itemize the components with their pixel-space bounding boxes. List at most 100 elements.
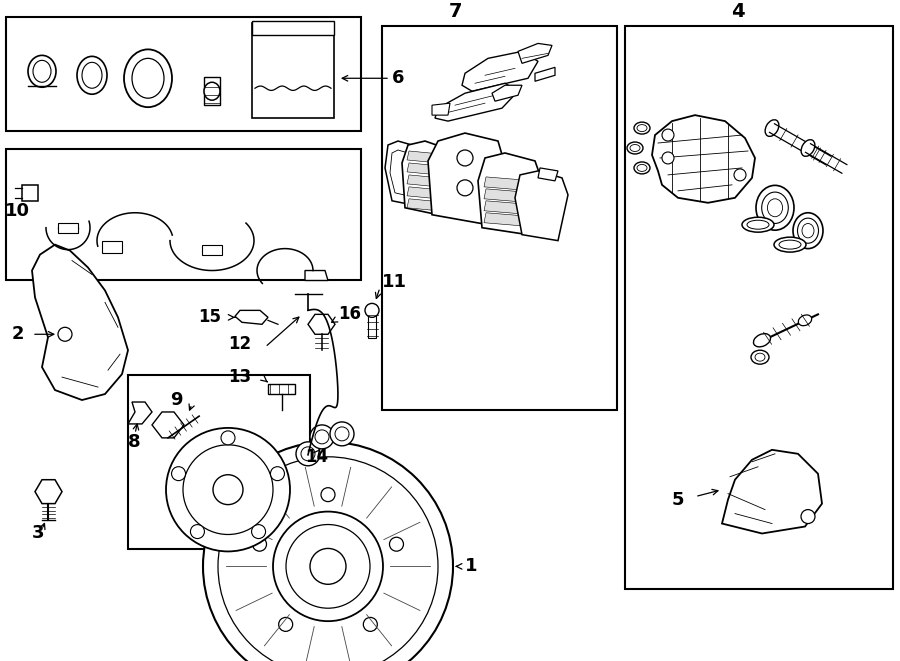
Polygon shape — [128, 402, 152, 424]
Circle shape — [330, 422, 354, 446]
Text: 12: 12 — [228, 335, 251, 353]
Polygon shape — [518, 44, 552, 63]
Ellipse shape — [124, 50, 172, 107]
Ellipse shape — [747, 220, 769, 229]
Circle shape — [310, 549, 346, 584]
Circle shape — [457, 180, 473, 196]
Ellipse shape — [634, 122, 650, 134]
Circle shape — [166, 428, 290, 551]
Polygon shape — [407, 199, 440, 211]
Ellipse shape — [28, 56, 56, 87]
Polygon shape — [407, 163, 440, 175]
Polygon shape — [390, 150, 413, 196]
Text: 10: 10 — [5, 202, 30, 219]
Ellipse shape — [742, 217, 774, 232]
Circle shape — [335, 427, 349, 441]
Bar — [252, 22, 334, 36]
Circle shape — [801, 510, 815, 524]
Polygon shape — [484, 189, 522, 202]
Ellipse shape — [768, 199, 783, 217]
Circle shape — [286, 525, 370, 608]
Ellipse shape — [630, 145, 640, 151]
Circle shape — [364, 617, 377, 631]
Circle shape — [734, 169, 746, 181]
Polygon shape — [492, 85, 522, 101]
Ellipse shape — [33, 60, 51, 82]
Text: 7: 7 — [448, 2, 462, 21]
Text: 6: 6 — [392, 69, 404, 87]
Ellipse shape — [627, 142, 643, 154]
Bar — [368, 309, 376, 338]
Ellipse shape — [82, 62, 102, 88]
Polygon shape — [385, 141, 418, 205]
Polygon shape — [308, 315, 335, 334]
Polygon shape — [428, 133, 505, 225]
Text: 13: 13 — [228, 368, 251, 386]
Circle shape — [301, 447, 315, 461]
Circle shape — [252, 525, 266, 539]
Polygon shape — [484, 213, 522, 225]
Polygon shape — [407, 187, 440, 199]
Polygon shape — [305, 270, 328, 280]
Text: 15: 15 — [198, 308, 221, 327]
Bar — [6, 149, 361, 280]
Circle shape — [296, 442, 320, 466]
Polygon shape — [484, 177, 522, 190]
Ellipse shape — [779, 240, 801, 249]
Circle shape — [172, 467, 185, 481]
Circle shape — [213, 475, 243, 504]
Ellipse shape — [753, 334, 770, 347]
Ellipse shape — [634, 162, 650, 174]
Ellipse shape — [751, 350, 769, 364]
Circle shape — [203, 442, 453, 661]
Polygon shape — [402, 141, 450, 215]
Text: 8: 8 — [128, 433, 140, 451]
Ellipse shape — [755, 353, 765, 361]
Ellipse shape — [77, 56, 107, 95]
Circle shape — [315, 430, 329, 444]
Ellipse shape — [132, 58, 164, 98]
Circle shape — [390, 537, 403, 551]
Bar — [204, 77, 220, 105]
Ellipse shape — [761, 192, 788, 223]
Circle shape — [221, 431, 235, 445]
Polygon shape — [722, 450, 822, 533]
Polygon shape — [484, 201, 522, 214]
Ellipse shape — [756, 185, 794, 230]
Text: 16: 16 — [338, 305, 361, 323]
Polygon shape — [435, 83, 518, 121]
Circle shape — [218, 457, 438, 661]
Polygon shape — [538, 168, 558, 181]
Ellipse shape — [637, 124, 647, 132]
Text: 9: 9 — [170, 391, 183, 409]
Circle shape — [183, 445, 273, 535]
Circle shape — [279, 617, 292, 631]
Circle shape — [457, 150, 473, 166]
Polygon shape — [152, 412, 184, 438]
Circle shape — [321, 488, 335, 502]
Ellipse shape — [797, 218, 818, 243]
Circle shape — [310, 425, 334, 449]
Polygon shape — [432, 103, 450, 115]
Circle shape — [271, 467, 284, 481]
Circle shape — [253, 537, 266, 551]
Polygon shape — [58, 223, 78, 233]
Text: 14: 14 — [305, 447, 328, 466]
Circle shape — [191, 525, 204, 539]
Ellipse shape — [774, 237, 806, 252]
Circle shape — [662, 152, 674, 164]
Polygon shape — [407, 151, 440, 163]
Ellipse shape — [798, 315, 812, 326]
Bar — [252, 24, 334, 118]
Polygon shape — [515, 171, 568, 241]
Bar — [625, 26, 893, 589]
Text: 3: 3 — [32, 524, 44, 543]
Polygon shape — [535, 67, 555, 81]
Ellipse shape — [204, 82, 220, 100]
Circle shape — [662, 129, 674, 141]
Text: 4: 4 — [731, 2, 745, 21]
Polygon shape — [462, 52, 538, 91]
Ellipse shape — [765, 120, 778, 136]
Polygon shape — [268, 384, 295, 394]
Bar — [128, 375, 310, 549]
